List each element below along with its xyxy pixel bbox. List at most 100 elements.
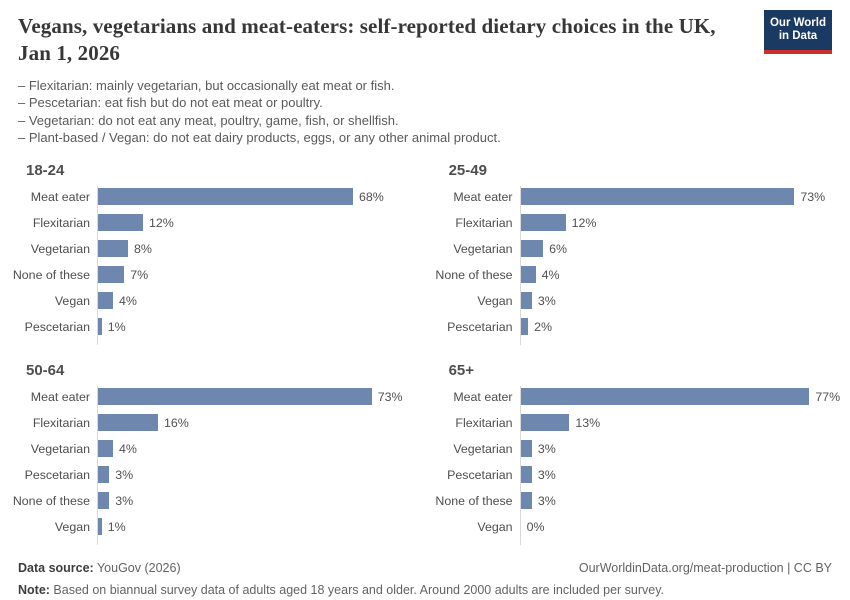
owid-logo-line1: Our World — [769, 17, 826, 29]
y-axis-line — [97, 185, 98, 345]
page-title: Vegans, vegetarians and meat-eaters: sel… — [18, 14, 716, 66]
bar-row: Flexitarian 13% — [441, 410, 841, 436]
bar-row: Vegan 1% — [18, 514, 403, 540]
bar[interactable] — [520, 388, 810, 406]
bar-track: 3% — [520, 462, 841, 488]
bar[interactable] — [520, 214, 566, 232]
bar-row: Vegetarian 6% — [441, 236, 841, 262]
category-label: Flexitarian — [455, 215, 513, 230]
subtitle-line-flexitarian: – Flexitarian: mainly vegetarian, but oc… — [18, 77, 395, 93]
small-multiples-grid: 18-24 Meat eater 68% Flexitarian 12% Vegetar… — [12, 162, 840, 545]
value-label: 13% — [575, 415, 601, 430]
bar-track: 77% — [520, 384, 841, 410]
bar-track: 4% — [97, 436, 403, 462]
bar[interactable] — [520, 318, 529, 336]
bar-rows: Meat eater 73% Flexitarian 16% Vegetarian 4% P… — [12, 384, 403, 545]
value-label: 8% — [134, 241, 152, 256]
category-label: None of these — [12, 493, 90, 508]
bar[interactable] — [98, 266, 125, 284]
bar-track: 8% — [97, 236, 403, 262]
bar-track: 13% — [520, 410, 841, 436]
bar[interactable] — [98, 240, 128, 258]
bar[interactable] — [520, 440, 532, 458]
bar-row: None of these 7% — [12, 262, 403, 288]
category-label: Meat eater — [453, 389, 513, 404]
bar-track: 1% — [97, 314, 403, 340]
chart-footer: Data source: YouGov (2026) OurWorldinDat… — [18, 559, 832, 599]
bar[interactable] — [98, 292, 113, 310]
bar[interactable] — [520, 292, 532, 310]
panel-age-50-64: 50-64 Meat eater 73% Flexitarian 16% Vegetar… — [12, 362, 403, 545]
bar-track: 12% — [97, 210, 403, 236]
bar-row: Vegan 4% — [18, 288, 403, 314]
category-label: Vegan — [477, 293, 513, 308]
value-label: 73% — [800, 189, 826, 204]
value-label: 3% — [537, 493, 556, 508]
bar[interactable] — [520, 466, 532, 484]
bar-row: Vegan 0% — [441, 514, 841, 540]
bar[interactable] — [98, 518, 102, 536]
category-label: Vegan — [54, 519, 90, 534]
bar[interactable] — [520, 188, 795, 206]
value-label: 1% — [107, 519, 126, 534]
bar-track: 12% — [520, 210, 841, 236]
panel-age-18-24: 18-24 Meat eater 68% Flexitarian 12% Vegetar… — [12, 162, 403, 345]
subtitle-line-vegan: – Plant-based / Vegan: do not eat dairy … — [18, 130, 501, 146]
panel-title: 25-49 — [448, 161, 487, 179]
value-label: 12% — [149, 215, 174, 230]
bar-row: Pescetarian 3% — [441, 462, 841, 488]
bar-row: None of these 4% — [435, 262, 841, 288]
bar[interactable] — [98, 214, 143, 232]
value-label: 16% — [164, 415, 189, 430]
chart-note: Note: Based on biannual survey data of a… — [18, 581, 832, 599]
owid-logo[interactable]: Our World in Data — [764, 10, 832, 54]
value-label: 77% — [815, 389, 841, 404]
value-label: 2% — [534, 319, 552, 334]
bar-row: Vegetarian 8% — [18, 236, 403, 262]
bar-track: 7% — [97, 262, 403, 288]
bar[interactable] — [520, 240, 544, 258]
bar-rows: Meat eater 73% Flexitarian 12% Vegetarian 6% N… — [435, 184, 841, 345]
value-label: 12% — [571, 215, 597, 230]
bar[interactable] — [520, 414, 570, 432]
bar[interactable] — [520, 266, 536, 284]
value-label: 4% — [119, 293, 137, 308]
bar[interactable] — [98, 466, 110, 484]
bar-track: 2% — [520, 314, 841, 340]
value-label: 0% — [526, 519, 545, 534]
bar-row: None of these 3% — [12, 488, 403, 514]
value-label: 3% — [115, 467, 134, 482]
category-label: Pescetarian — [24, 467, 90, 482]
bar-track: 4% — [97, 288, 403, 314]
bar-row: Flexitarian 12% — [18, 210, 403, 236]
owid-url-link[interactable]: OurWorldinData.org/meat-production | CC … — [578, 560, 832, 575]
chart-subtitle: – Flexitarian: mainly vegetarian, but oc… — [18, 77, 832, 147]
bar-row: Vegan 3% — [441, 288, 841, 314]
value-label: 68% — [359, 189, 384, 204]
bar[interactable] — [98, 492, 110, 510]
bar[interactable] — [98, 188, 353, 206]
bar[interactable] — [98, 414, 158, 432]
bar[interactable] — [98, 440, 113, 458]
bar-row: Pescetarian 3% — [18, 462, 403, 488]
category-label: Flexitarian — [455, 415, 513, 430]
bar-track: 68% — [97, 184, 403, 210]
data-source-value: YouGov (2026) — [93, 560, 181, 575]
category-label: None of these — [12, 267, 90, 282]
bar-row: None of these 3% — [435, 488, 841, 514]
bar[interactable] — [520, 492, 532, 510]
y-axis-line — [519, 385, 521, 545]
chart-header: Vegans, vegetarians and meat-eaters: sel… — [18, 10, 832, 147]
bar-rows: Meat eater 77% Flexitarian 13% Vegetarian 3% P… — [435, 384, 841, 545]
bar[interactable] — [98, 388, 372, 406]
note-label: Note: — [18, 582, 50, 597]
value-label: 3% — [537, 293, 556, 308]
bar[interactable] — [98, 318, 102, 336]
note-value: Based on biannual survey data of adults … — [49, 582, 665, 597]
bar-row: Meat eater 73% — [441, 184, 841, 210]
bar-track: 3% — [520, 288, 841, 314]
bar-track: 3% — [520, 488, 841, 514]
bar-row: Vegetarian 4% — [18, 436, 403, 462]
data-source: Data source: YouGov (2026) — [18, 559, 181, 577]
